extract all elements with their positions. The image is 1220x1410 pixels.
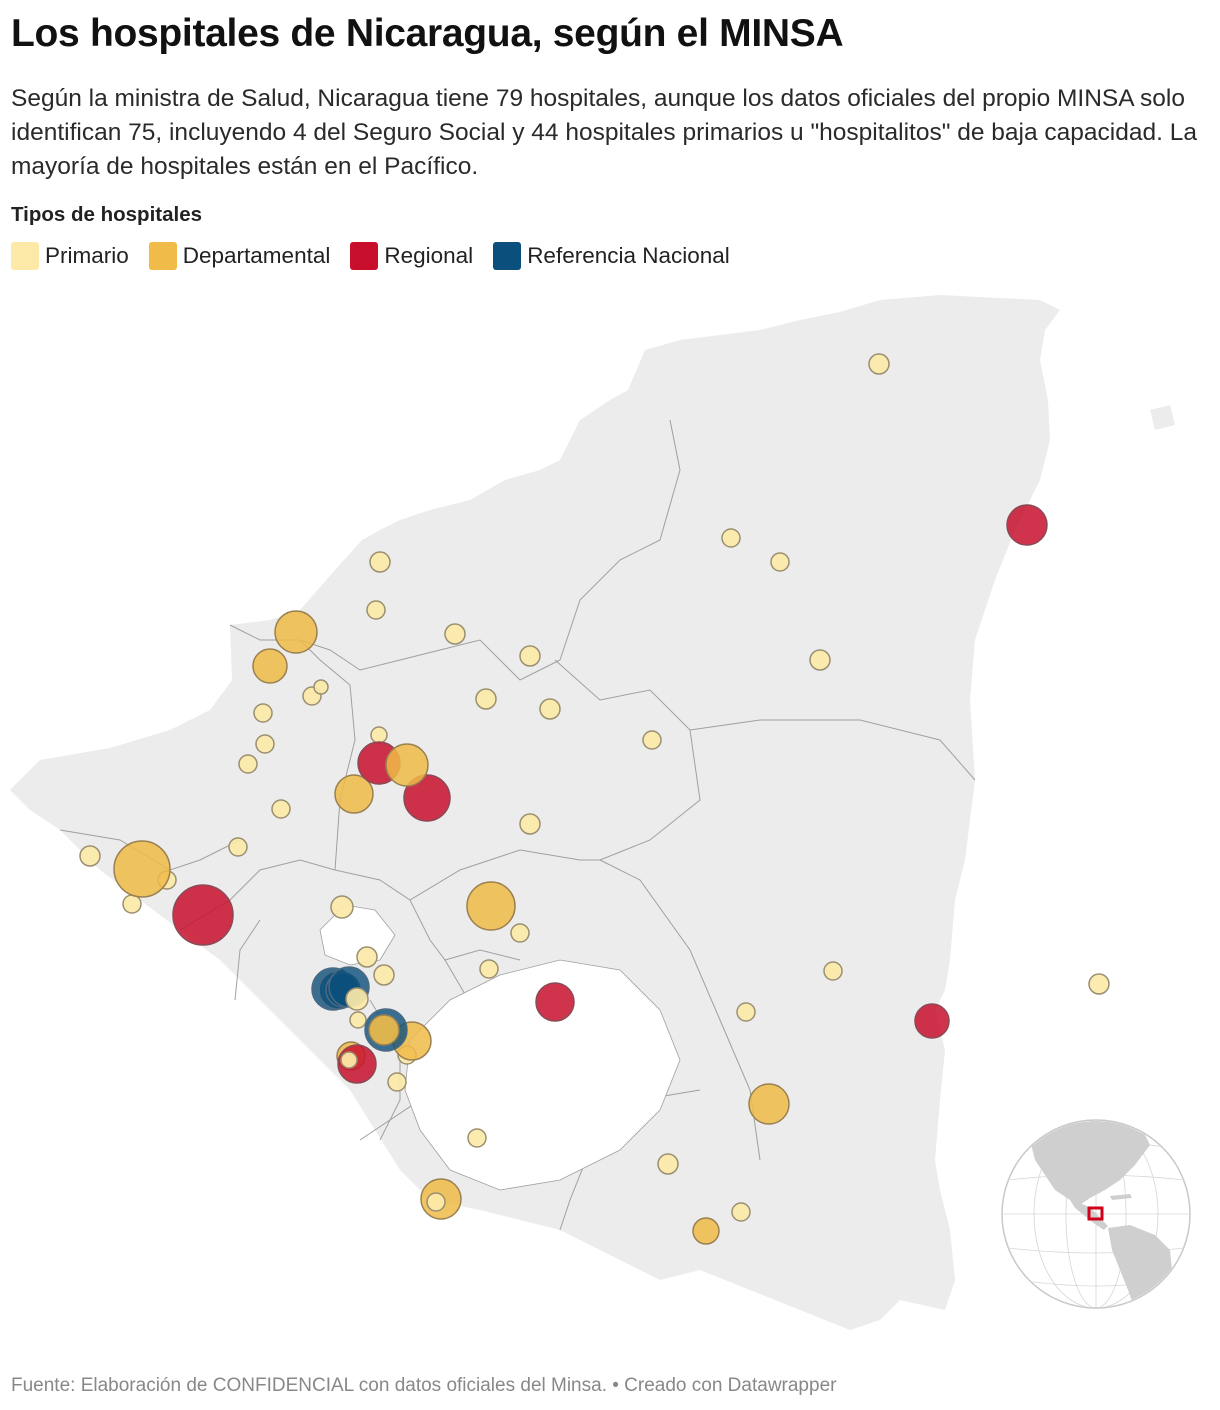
locator-globe xyxy=(1001,1119,1191,1309)
islet xyxy=(1150,405,1175,430)
chart-title: Los hospitales de Nicaragua, según el MI… xyxy=(11,12,844,55)
hospital-marker[interactable] xyxy=(736,1002,756,1022)
hospital-marker[interactable] xyxy=(475,688,497,710)
islet xyxy=(1010,320,1045,350)
hospital-marker[interactable] xyxy=(914,1003,950,1039)
nicaragua-map xyxy=(10,295,1191,1330)
hospital-marker[interactable] xyxy=(385,743,429,787)
hospital-marker[interactable] xyxy=(403,774,451,822)
legend: Primario Departamental Regional Referenc… xyxy=(11,240,750,272)
footer-source: Fuente: Elaboración de CONFIDENCIAL con … xyxy=(11,1375,837,1396)
hospital-marker[interactable] xyxy=(479,959,499,979)
hospital-marker[interactable] xyxy=(692,1217,720,1245)
legend-swatch-primario xyxy=(11,242,39,270)
hospital-marker[interactable] xyxy=(345,987,369,1011)
hospital-marker[interactable] xyxy=(535,982,575,1022)
hospital-marker[interactable] xyxy=(122,894,142,914)
nicaragua-land xyxy=(10,295,1060,1330)
locator-highlight xyxy=(1087,1206,1104,1221)
legend-item-primario[interactable]: Primario xyxy=(11,242,129,270)
globe-land xyxy=(1110,1194,1132,1200)
hospital-marker[interactable] xyxy=(731,1202,751,1222)
hospital-marker[interactable] xyxy=(642,730,662,750)
hospital-marker[interactable] xyxy=(255,734,275,754)
hospital-marker[interactable] xyxy=(823,961,843,981)
hospital-marker[interactable] xyxy=(271,799,291,819)
hospital-marker[interactable] xyxy=(238,754,258,774)
legend-label-regional: Regional xyxy=(384,243,474,268)
legend-swatch-departamental xyxy=(148,242,177,270)
hospital-marker[interactable] xyxy=(510,923,530,943)
legend-item-regional[interactable]: Regional xyxy=(350,242,473,270)
hospital-marker[interactable] xyxy=(444,623,466,645)
globe-land xyxy=(1030,1121,1150,1205)
hospital-marker[interactable] xyxy=(657,1153,679,1175)
hospital-marker[interactable] xyxy=(426,1192,446,1212)
hospital-marker[interactable] xyxy=(113,840,171,898)
hospital-marker[interactable] xyxy=(519,645,541,667)
hospital-marker[interactable] xyxy=(228,837,248,857)
hospital-marker[interactable] xyxy=(356,946,378,968)
hospital-marker[interactable] xyxy=(369,551,391,573)
hospital-marker[interactable] xyxy=(770,552,790,572)
chart-subtitle: Según la ministra de Salud, Nicaragua ti… xyxy=(11,85,1197,180)
hospital-marker[interactable] xyxy=(172,884,234,946)
hospital-marker[interactable] xyxy=(373,964,395,986)
hospital-marker[interactable] xyxy=(252,648,288,684)
hospital-marker[interactable] xyxy=(721,528,741,548)
legend-swatch-regional xyxy=(350,242,379,270)
hospital-marker[interactable] xyxy=(868,353,890,375)
hospital-marker[interactable] xyxy=(253,703,273,723)
hospital-marker[interactable] xyxy=(368,1014,400,1046)
hospital-marker[interactable] xyxy=(519,813,541,835)
hospital-marker[interactable] xyxy=(334,774,374,814)
hospital-marker[interactable] xyxy=(467,1128,487,1148)
hospital-marker[interactable] xyxy=(79,845,101,867)
legend-item-nacional[interactable]: Referencia Nacional xyxy=(493,242,730,270)
hospital-marker[interactable] xyxy=(370,726,388,744)
legend-title: Tipos de hospitales xyxy=(11,203,202,226)
hospitals-departamental xyxy=(113,610,790,1245)
hospital-marker[interactable] xyxy=(313,679,329,695)
hospital-marker[interactable] xyxy=(274,610,318,654)
hospital-marker[interactable] xyxy=(809,649,831,671)
hospital-marker[interactable] xyxy=(539,698,561,720)
hospital-marker[interactable] xyxy=(748,1083,790,1125)
legend-swatch-nacional xyxy=(493,242,522,270)
legend-label-nacional: Referencia Nacional xyxy=(527,243,730,268)
hospital-marker[interactable] xyxy=(387,1072,407,1092)
legend-label-departamental: Departamental xyxy=(182,243,331,268)
hospital-marker[interactable] xyxy=(466,881,516,931)
legend-label-primario: Primario xyxy=(45,243,129,268)
hospital-marker[interactable] xyxy=(340,1051,358,1069)
hospital-marker[interactable] xyxy=(1006,504,1048,546)
hospital-marker[interactable] xyxy=(1088,973,1110,995)
hospital-marker[interactable] xyxy=(349,1011,367,1029)
legend-item-departamental[interactable]: Departamental xyxy=(148,242,331,270)
hospital-marker[interactable] xyxy=(330,895,354,919)
hospital-marker[interactable] xyxy=(366,600,386,620)
